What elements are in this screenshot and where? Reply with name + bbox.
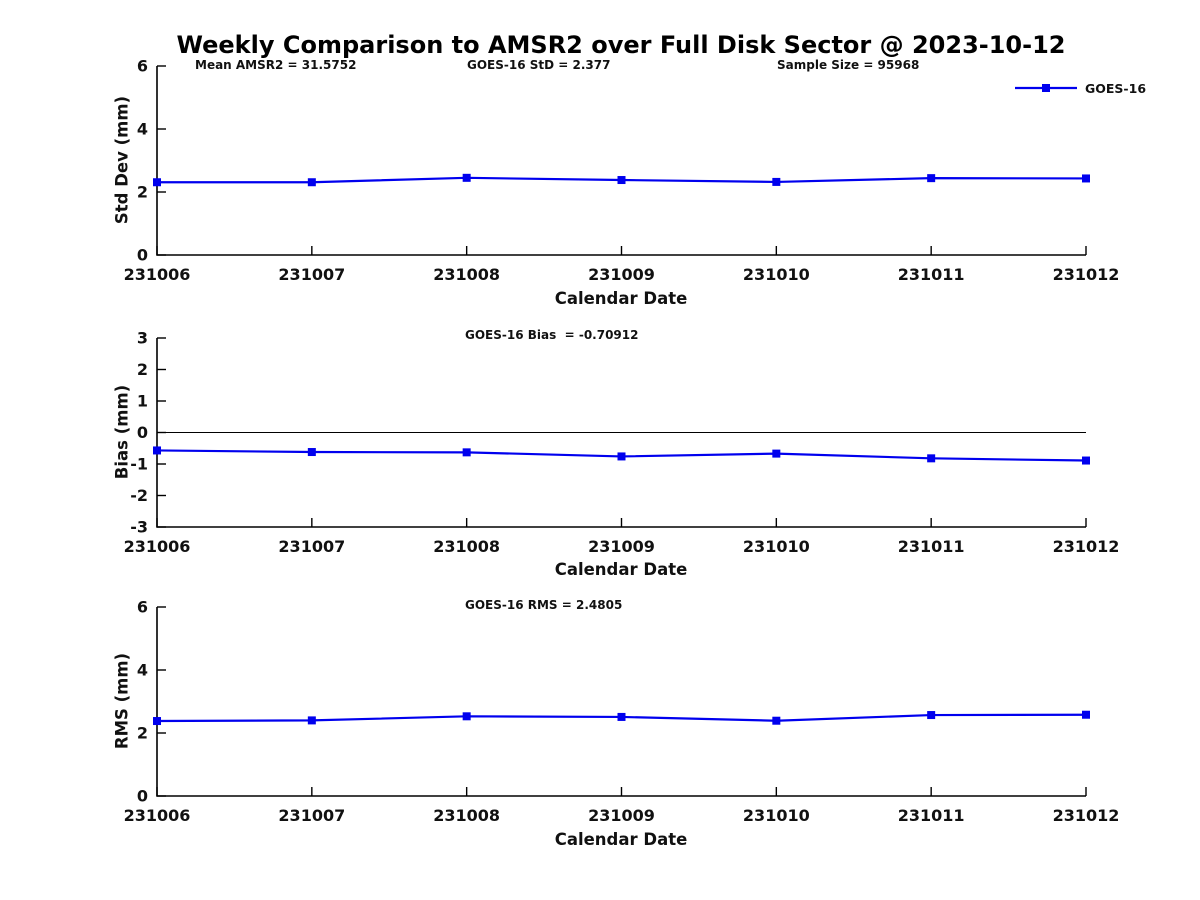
xlabel-calendar-date-2: Calendar Date <box>554 560 688 579</box>
data-point-marker <box>772 177 781 186</box>
x-tick-label: 231011 <box>898 265 965 284</box>
y-tick-label: 0 <box>137 787 148 806</box>
data-point-marker <box>153 446 161 455</box>
data-point-marker <box>1082 710 1090 719</box>
data-point-marker <box>462 448 471 457</box>
data-point-marker <box>927 711 936 720</box>
annotation-goes16-bias: GOES-16 Bias = -0.70912 <box>465 328 639 342</box>
data-point-marker <box>617 452 626 461</box>
legend-label-goes16: GOES-16 <box>1085 80 1147 96</box>
y-tick-label: 4 <box>137 120 148 139</box>
y-tick-label: 0 <box>137 423 148 442</box>
annotation-mean-amsr2: Mean AMSR2 = 31.5752 <box>195 58 357 72</box>
axis-spines <box>156 607 1086 797</box>
x-tick-label: 231006 <box>124 537 191 556</box>
y-tick-label: -1 <box>130 455 148 474</box>
x-tick-label: 231006 <box>124 806 191 825</box>
xlabel-calendar-date-1: Calendar Date <box>554 289 688 308</box>
data-point-marker <box>307 716 316 725</box>
x-tick-label: 231006 <box>124 265 191 284</box>
data-point-marker <box>772 716 781 725</box>
y-tick-label: 0 <box>137 246 148 265</box>
xlabel-calendar-date-3: Calendar Date <box>554 830 688 849</box>
x-tick-label: 231010 <box>743 265 810 284</box>
annotation-goes16-rms: GOES-16 RMS = 2.4805 <box>465 598 623 612</box>
x-tick-label: 231011 <box>898 806 965 825</box>
legend-line-icon <box>1015 84 1077 92</box>
y-tick-label: 6 <box>137 57 148 76</box>
x-tick-label: 231009 <box>588 537 655 556</box>
y-tick-label: 6 <box>137 598 148 617</box>
axis-spines <box>156 66 1086 256</box>
x-tick-label: 231007 <box>278 265 345 284</box>
y-tick-label: -3 <box>130 518 148 537</box>
data-point-marker <box>153 717 161 726</box>
legend: GOES-16 <box>1015 80 1146 96</box>
data-point-marker <box>772 449 781 458</box>
figure-title: Weekly Comparison to AMSR2 over Full Dis… <box>176 31 1066 59</box>
subplot-std-dev: 0 2 4 6 231006 231007 231008 231009 231010 231011… <box>124 57 1120 285</box>
x-tick-label: 231007 <box>278 537 345 556</box>
y-tick-label: 1 <box>137 392 148 411</box>
x-tick-label: 231012 <box>1053 537 1120 556</box>
x-tick-label: 231008 <box>433 265 500 284</box>
y-tick-label: -2 <box>130 486 148 505</box>
x-tick-label: 231012 <box>1053 806 1120 825</box>
data-point-marker <box>617 176 626 185</box>
annotation-sample-size: Sample Size = 95968 <box>777 58 920 72</box>
y-tick-label: 2 <box>137 360 148 379</box>
data-point-marker <box>927 454 936 463</box>
x-tick-label: 231008 <box>433 537 500 556</box>
x-tick-label: 231012 <box>1053 265 1120 284</box>
x-tick-label: 231011 <box>898 537 965 556</box>
x-tick-label: 231010 <box>743 537 810 556</box>
data-point-marker <box>1082 174 1090 183</box>
subplot-rms: 0 2 4 6 231006 231007 231008 231009 231010 231011… <box>124 598 1120 826</box>
subplot-bias: -3 -2 -1 0 1 2 3 231006 231007 231008 231009 231010… <box>124 329 1120 557</box>
data-point-marker <box>927 174 936 183</box>
y-tick-label: 2 <box>137 183 148 202</box>
annotation-goes16-std: GOES-16 StD = 2.377 <box>467 58 611 72</box>
data-point-marker <box>153 178 161 187</box>
y-tick-label: 2 <box>137 724 148 743</box>
x-tick-label: 231010 <box>743 806 810 825</box>
y-tick-label: 3 <box>137 329 148 348</box>
data-point-marker <box>307 448 316 457</box>
data-point-marker <box>307 178 316 187</box>
data-point-marker <box>1082 456 1090 465</box>
x-tick-label: 231008 <box>433 806 500 825</box>
x-tick-label: 231009 <box>588 265 655 284</box>
data-point-marker <box>617 712 626 721</box>
data-point-marker <box>462 712 471 721</box>
data-point-marker <box>462 173 471 182</box>
x-tick-label: 231009 <box>588 806 655 825</box>
x-tick-label: 231007 <box>278 806 345 825</box>
y-tick-label: 4 <box>137 661 148 680</box>
